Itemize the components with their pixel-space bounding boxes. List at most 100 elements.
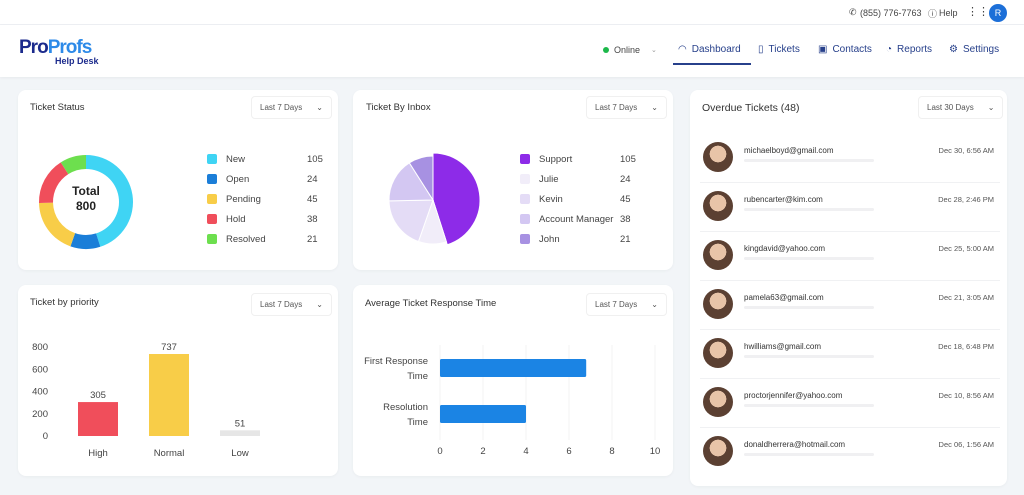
nav-settings[interactable]: ⚙ Settings bbox=[949, 44, 999, 55]
x-tick-label: 4 bbox=[523, 446, 528, 457]
pie-slice-kevin[interactable] bbox=[388, 199, 434, 243]
y-tick-label: 800 bbox=[32, 342, 48, 353]
ticket-icon: ▯ bbox=[758, 44, 764, 55]
overdue-ticket-row[interactable]: michaelboyd@gmail.com Dec 30, 6:56 AM bbox=[700, 142, 1000, 190]
legend-swatch bbox=[207, 154, 217, 164]
legend-item: Resolved 21 bbox=[207, 229, 318, 249]
legend-item: John 21 bbox=[520, 229, 650, 249]
legend-value: 45 bbox=[307, 193, 318, 205]
divider bbox=[700, 280, 1000, 281]
chevron-down-icon: ⌄ bbox=[316, 103, 323, 112]
data-label: 737 bbox=[161, 342, 177, 353]
bar-first-response-time[interactable] bbox=[440, 359, 587, 377]
legend-value: 21 bbox=[620, 233, 631, 245]
bar-resolution-time[interactable] bbox=[440, 405, 526, 423]
y-tick-label: Time bbox=[407, 371, 428, 382]
overdue-ticket-row[interactable]: proctorjennifer@yahoo.com Dec 10, 8:56 AM bbox=[700, 387, 1000, 435]
pie-slice-support[interactable] bbox=[432, 152, 481, 246]
donut-segment-resolved[interactable] bbox=[60, 155, 86, 175]
help-icon: ⓘ bbox=[928, 9, 938, 19]
placeholder-line bbox=[744, 306, 874, 309]
logo[interactable]: ProProfs bbox=[19, 37, 92, 58]
ticket-date: Dec 21, 3:05 AM bbox=[938, 293, 994, 302]
y-tick-label: 0 bbox=[43, 431, 48, 442]
y-tick-label: Resolution bbox=[383, 402, 428, 413]
ticket-email: rubencarter@kim.com bbox=[744, 195, 823, 204]
nav-label: Tickets bbox=[768, 44, 800, 55]
range-dropdown[interactable]: Last 7 Days ⌄ bbox=[586, 96, 667, 119]
legend-swatch bbox=[207, 194, 217, 204]
legend-label: Kevin bbox=[539, 193, 563, 205]
ticket-email: michaelboyd@gmail.com bbox=[744, 146, 834, 155]
donut-segment-pending[interactable] bbox=[39, 202, 76, 247]
nav-reports[interactable]: ◔ Reports bbox=[886, 44, 932, 55]
help-link[interactable]: Help bbox=[939, 8, 958, 18]
nav-label: Settings bbox=[962, 44, 1000, 55]
active-tab-underline bbox=[673, 63, 751, 65]
bar-high[interactable] bbox=[78, 402, 118, 436]
donut-segment-open[interactable] bbox=[70, 233, 101, 249]
phone-icon: ✆ bbox=[849, 7, 857, 17]
pie-slice-account-manager[interactable] bbox=[388, 162, 434, 202]
card-title: Overdue Tickets (48) bbox=[702, 102, 800, 114]
overdue-ticket-row[interactable]: kingdavid@yahoo.com Dec 25, 5:00 AM bbox=[700, 240, 1000, 288]
card-title: Average Ticket Response Time bbox=[365, 298, 497, 309]
legend-item: New 105 bbox=[207, 149, 323, 169]
divider bbox=[700, 427, 1000, 428]
inbox-legend: Support 105 Julie 24 Kevin 45 Account Manager 3… bbox=[520, 149, 650, 249]
legend-label: Pending bbox=[226, 193, 261, 205]
pie-chart-icon: ◔ bbox=[886, 44, 893, 55]
nav-contacts[interactable]: ▣ Contacts bbox=[818, 44, 872, 55]
nav-label: Dashboard bbox=[691, 44, 741, 55]
card-title: Ticket By Inbox bbox=[366, 102, 431, 113]
data-label: 305 bbox=[90, 390, 106, 401]
overdue-ticket-row[interactable]: rubencarter@kim.com Dec 28, 2:46 PM bbox=[700, 191, 1000, 239]
ticket-email: pamela63@gmail.com bbox=[744, 293, 824, 302]
range-dropdown[interactable]: Last 7 Days ⌄ bbox=[251, 293, 332, 316]
placeholder-line bbox=[744, 257, 874, 260]
ticket-date: Dec 28, 2:46 PM bbox=[938, 195, 994, 204]
range-dropdown[interactable]: Last 7 Days ⌄ bbox=[586, 293, 667, 316]
legend-swatch bbox=[207, 234, 217, 244]
online-dot-icon bbox=[603, 47, 609, 53]
placeholder-line bbox=[744, 208, 874, 211]
bar-normal[interactable] bbox=[149, 354, 189, 436]
gauge-icon: ◠ bbox=[678, 44, 687, 55]
status-dropdown[interactable]: Online ⌄ bbox=[603, 45, 657, 55]
range-dropdown[interactable]: Last 30 Days ⌄ bbox=[918, 96, 1004, 119]
phone-number[interactable]: (855) 776-7763 bbox=[860, 8, 922, 18]
status-label: Online bbox=[614, 45, 641, 55]
nav-tickets[interactable]: ▯ Tickets bbox=[758, 44, 800, 55]
donut-segment-new[interactable] bbox=[86, 155, 134, 247]
donut-segment-hold[interactable] bbox=[39, 162, 69, 203]
y-tick-label: Time bbox=[407, 417, 428, 428]
total-label: Total bbox=[72, 184, 100, 198]
ticket-priority-card: Ticket by priority Last 7 Days ⌄ 0 200 400 6… bbox=[18, 285, 338, 476]
legend-label: Support bbox=[539, 153, 573, 165]
ticket-email: hwilliams@gmail.com bbox=[744, 342, 822, 351]
avatar bbox=[703, 387, 733, 417]
y-tick-label: First Response bbox=[364, 356, 428, 367]
bar-low[interactable] bbox=[220, 430, 260, 436]
legend-value: 105 bbox=[620, 153, 636, 165]
status-legend: New 105 Open 24 Pending 45 Hold 38 Resolved 21 bbox=[207, 149, 323, 249]
nav-dashboard[interactable]: ◠ Dashboard bbox=[678, 44, 741, 55]
legend-item: Hold 38 bbox=[207, 209, 318, 229]
ticket-email: kingdavid@yahoo.com bbox=[744, 244, 826, 253]
placeholder-line bbox=[744, 453, 874, 456]
overdue-ticket-row[interactable]: donaldherrera@hotmail.com Dec 06, 1:56 AM bbox=[700, 436, 1000, 484]
ticket-date: Dec 10, 8:56 AM bbox=[938, 391, 994, 400]
range-dropdown[interactable]: Last 7 Days ⌄ bbox=[251, 96, 332, 119]
legend-value: 38 bbox=[620, 213, 631, 225]
legend-label: Open bbox=[226, 173, 250, 185]
card-title: Ticket by priority bbox=[30, 297, 99, 308]
divider bbox=[700, 329, 1000, 330]
nav-bar: ProProfs Help Desk Online ⌄ bbox=[0, 25, 1024, 77]
overdue-ticket-row[interactable]: pamela63@gmail.com Dec 21, 3:05 AM bbox=[700, 289, 1000, 337]
overdue-tickets-card: Overdue Tickets (48) Last 30 Days ⌄ bbox=[690, 90, 1007, 486]
pie-slice-john[interactable] bbox=[408, 155, 434, 202]
x-tick-label: 6 bbox=[566, 446, 571, 457]
avatar[interactable]: R bbox=[989, 4, 1007, 22]
data-label: 51 bbox=[235, 418, 246, 429]
overdue-ticket-row[interactable]: hwilliams@gmail.com Dec 18, 6:48 PM bbox=[700, 338, 1000, 386]
